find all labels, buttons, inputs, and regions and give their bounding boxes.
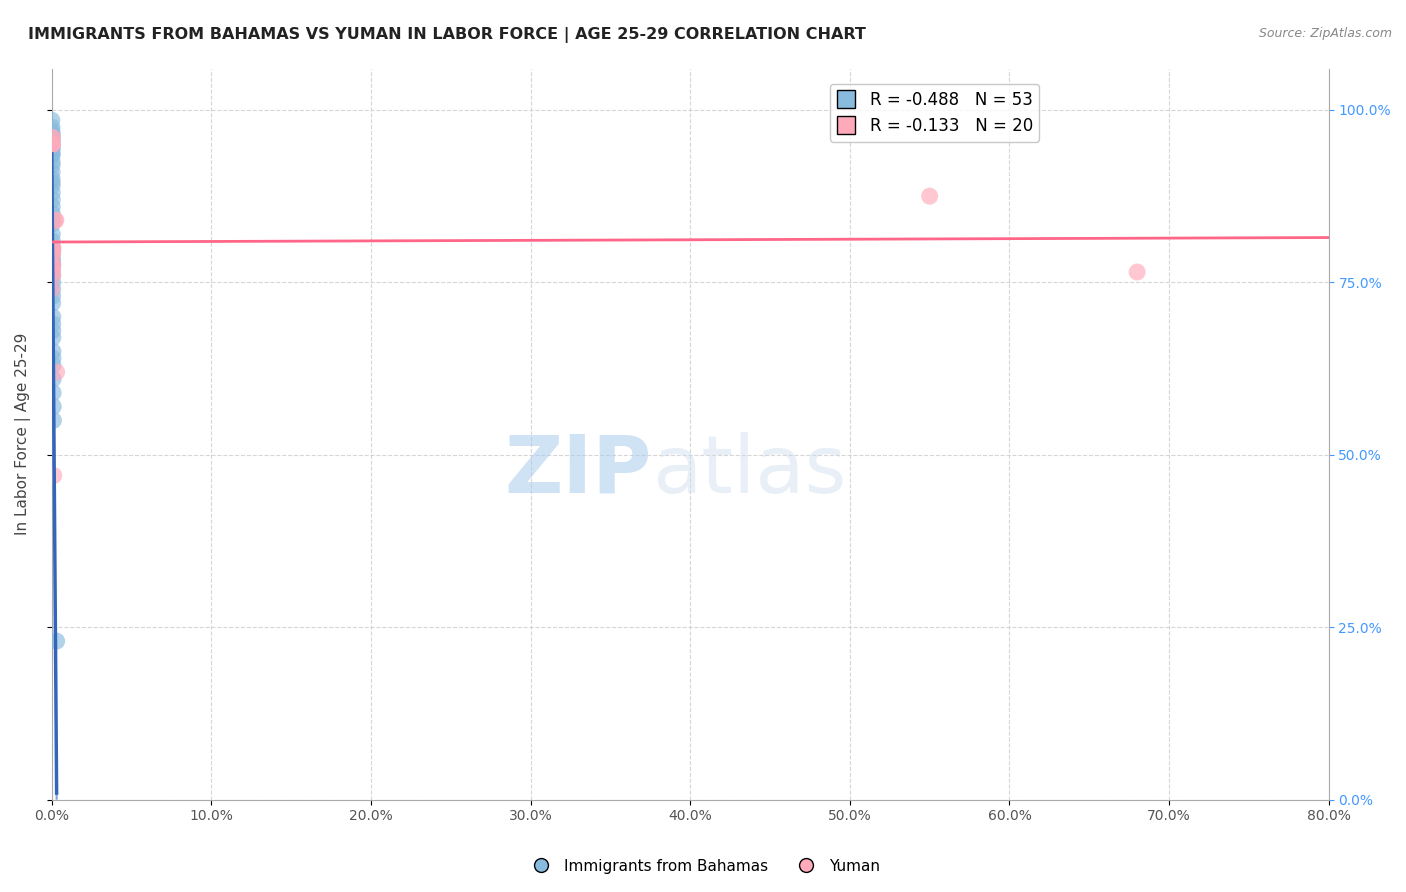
Point (41, 199, 63, 213)
Point (41, 113, 63, 128)
Point (44, 213, 66, 227)
Point (41, 154, 63, 169)
Point (41, 276, 63, 290)
Point (42, 413, 65, 427)
Legend: Immigrants from Bahamas, Yuman: Immigrants from Bahamas, Yuman (520, 853, 886, 880)
Point (42, 400, 65, 414)
Point (41, 268, 63, 283)
Y-axis label: In Labor Force | Age 25-29: In Labor Force | Age 25-29 (15, 333, 31, 535)
Point (41, 241, 63, 255)
Point (41, 130, 63, 145)
Point (45, 365, 67, 379)
Point (41, 251, 63, 265)
Point (41, 258, 63, 272)
Point (41, 134, 63, 148)
Point (41, 137, 63, 152)
Point (41, 241, 63, 255)
Point (41, 141, 63, 155)
Point (41, 296, 63, 310)
Point (41, 217, 63, 231)
Point (41, 261, 63, 276)
Point (41, 158, 63, 172)
Point (41, 234, 63, 248)
Point (41, 120, 63, 135)
Point (41, 186, 63, 200)
Point (42, 244, 65, 259)
Point (41, 130, 63, 145)
Point (41, 130, 63, 145)
Point (41, 127, 63, 141)
Point (42, 317, 65, 331)
Point (42, 358, 65, 372)
Point (42, 372, 65, 386)
Text: IMMIGRANTS FROM BAHAMAS VS YUMAN IN LABOR FORCE | AGE 25-29 CORRELATION CHART: IMMIGRANTS FROM BAHAMAS VS YUMAN IN LABO… (28, 27, 866, 43)
Point (41, 123, 63, 137)
Point (41, 141, 63, 155)
Point (41, 248, 63, 262)
Point (41, 145, 63, 159)
Legend: R = -0.488   N = 53, R = -0.133   N = 20: R = -0.488 N = 53, R = -0.133 N = 20 (830, 84, 1039, 142)
Point (41, 137, 63, 152)
Point (42, 310, 65, 324)
Point (41, 127, 63, 141)
Point (41, 258, 63, 272)
Text: atlas: atlas (652, 432, 846, 509)
Point (41, 282, 63, 296)
Point (41, 193, 63, 207)
Point (41, 206, 63, 220)
Point (45, 213, 67, 227)
Point (42, 241, 65, 255)
Point (41, 175, 63, 189)
Point (42, 324, 65, 338)
Point (42, 268, 65, 283)
Point (41, 134, 63, 148)
Point (41, 137, 63, 152)
Text: Source: ZipAtlas.com: Source: ZipAtlas.com (1258, 27, 1392, 40)
Point (42, 385, 65, 400)
Point (42, 351, 65, 366)
Point (41, 213, 63, 227)
Point (41, 130, 63, 145)
Point (41, 147, 63, 161)
Point (41, 254, 63, 268)
Point (41, 227, 63, 241)
Point (45, 634, 67, 648)
Point (42, 468, 65, 483)
Point (41, 137, 63, 152)
Point (41, 265, 63, 279)
Point (42, 258, 65, 272)
Point (41, 147, 63, 161)
Point (1126, 265, 1149, 279)
Point (41, 178, 63, 193)
Point (41, 244, 63, 259)
Text: ZIP: ZIP (505, 432, 652, 509)
Point (41, 165, 63, 179)
Point (42, 330, 65, 344)
Point (41, 132, 63, 146)
Point (41, 289, 63, 303)
Point (41, 282, 63, 296)
Point (41, 172, 63, 186)
Point (42, 344, 65, 359)
Point (918, 189, 941, 203)
